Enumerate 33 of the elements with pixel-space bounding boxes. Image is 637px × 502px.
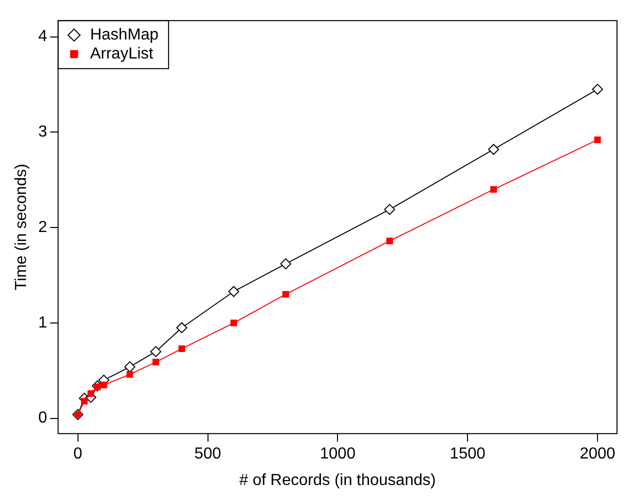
point — [594, 136, 601, 144]
point — [488, 144, 500, 155]
x-tick-label: 1000 — [320, 446, 356, 463]
y-tick-label: 4 — [38, 28, 48, 46]
y-tick-label: 1 — [38, 314, 48, 332]
point — [384, 204, 396, 215]
legend-label: HashMap — [90, 26, 159, 44]
y-tick-label: 2 — [38, 218, 48, 236]
point — [592, 84, 604, 95]
point — [124, 361, 136, 372]
point — [490, 186, 497, 193]
point — [126, 371, 134, 378]
y-axis-title: Time (in seconds) — [13, 164, 30, 290]
y-tick-label: 3 — [38, 124, 48, 141]
point — [152, 358, 160, 366]
point — [178, 345, 186, 352]
legend-label: ArrayList — [90, 46, 154, 63]
point — [282, 291, 290, 298]
x-axis-title: # of Records (in thousands) — [239, 472, 436, 489]
point — [176, 322, 188, 334]
point — [100, 382, 108, 388]
x-tick-label: 1500 — [450, 446, 486, 463]
point — [88, 390, 94, 397]
point — [230, 320, 238, 326]
point — [150, 346, 162, 358]
x-tick-label: 2000 — [580, 446, 616, 463]
x-tick-label: 0 — [73, 446, 82, 463]
y-tick-label: 0 — [38, 410, 48, 427]
point — [228, 286, 240, 297]
x-tick-label: 500 — [194, 446, 222, 463]
point — [280, 258, 292, 270]
point — [386, 238, 393, 244]
point — [81, 398, 88, 404]
